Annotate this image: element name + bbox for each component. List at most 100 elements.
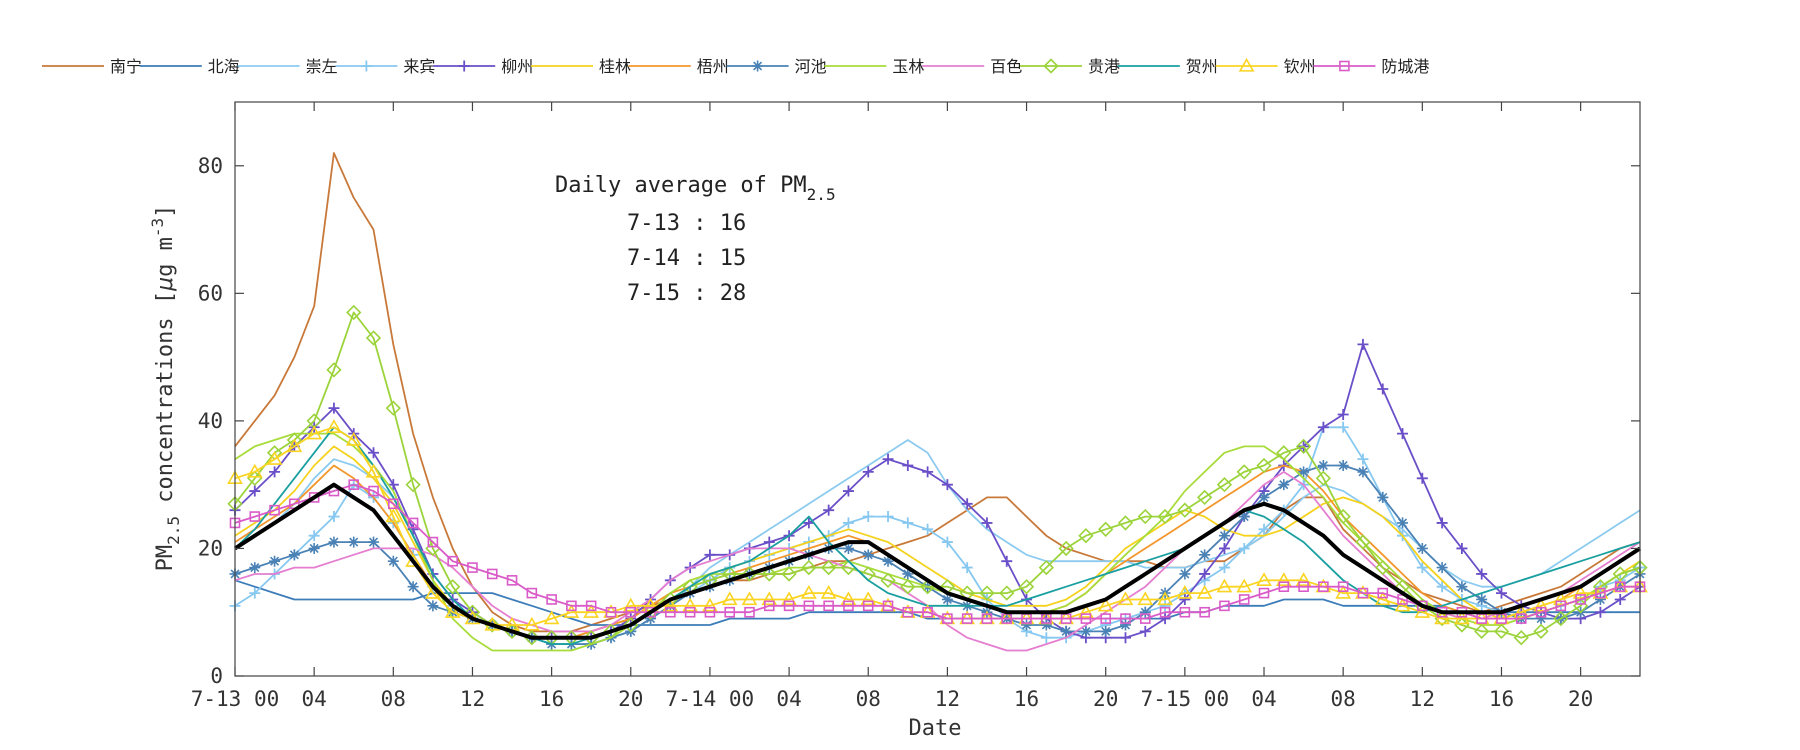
data-point: [605, 606, 617, 618]
data-point: [385, 400, 401, 416]
data-point: [269, 466, 281, 478]
series-崇左: [234, 439, 1641, 645]
series-钦州: [227, 419, 1648, 631]
data-point: [1100, 613, 1112, 624]
data-point: [942, 613, 953, 624]
x-tick-label: 20: [1093, 687, 1118, 711]
data-point: [1575, 594, 1586, 605]
x-tick-label: 20: [618, 687, 643, 711]
data-point: [622, 597, 639, 612]
data-point: [902, 606, 914, 618]
data-point: [902, 460, 914, 472]
data-point: [842, 517, 854, 529]
data-point: [979, 585, 995, 601]
data-point: [445, 579, 461, 595]
data-point: [1337, 409, 1349, 421]
annotation: Daily average of PM2.5 7-13 : 16 7-14 : 1…: [555, 173, 836, 306]
x-tick-label: 12: [1410, 687, 1435, 711]
data-point: [1040, 632, 1052, 644]
data-point: [1337, 421, 1349, 433]
x-tick-label: 08: [1331, 687, 1356, 711]
data-point: [388, 498, 399, 510]
data-point: [427, 600, 439, 612]
data-point: [348, 536, 360, 548]
data-point: [625, 606, 637, 618]
data-point: [368, 447, 380, 459]
data-point: [1236, 578, 1253, 593]
series-line: [234, 439, 1641, 645]
data-point: [800, 584, 817, 599]
data-point: [467, 562, 478, 573]
data-point: [1021, 619, 1033, 631]
data-point: [961, 562, 973, 574]
data-point: [842, 485, 854, 497]
data-point: [1040, 619, 1052, 631]
x-tick-label: 7-15 00: [1141, 687, 1230, 711]
annotation-line: 7-15 : 28: [627, 281, 746, 306]
data-point: [526, 587, 538, 599]
data-point: [862, 600, 874, 612]
legend-marker: [360, 60, 372, 72]
data-point: [387, 555, 399, 567]
data-point: [326, 362, 342, 378]
data-point: [1179, 568, 1191, 580]
data-point: [1258, 491, 1270, 503]
data-point: [1355, 534, 1371, 550]
data-point: [862, 511, 874, 523]
data-point: [365, 330, 382, 346]
data-point: [365, 463, 382, 478]
data-point: [328, 536, 340, 548]
legend-item: 防城港: [1313, 57, 1429, 76]
legend-item: 柳州: [433, 57, 533, 76]
x-tick-label: 08: [856, 687, 881, 711]
data-point: [1318, 581, 1329, 593]
data-point: [1216, 477, 1233, 493]
data-point: [1374, 591, 1391, 606]
data-point: [1315, 470, 1332, 486]
data-point: [724, 606, 736, 618]
series-line: [234, 464, 1641, 639]
x-axis-label: Date: [909, 716, 962, 741]
data-point: [308, 542, 320, 554]
legend-label: 梧州: [697, 57, 729, 76]
data-point: [1416, 542, 1428, 554]
data-point: [1614, 581, 1626, 593]
legend-item: 贵港: [1020, 57, 1120, 76]
data-point: [1456, 581, 1468, 593]
data-point: [761, 591, 778, 606]
data-point: [823, 600, 834, 612]
x-tick-label: 12: [460, 687, 485, 711]
data-point: [842, 542, 854, 554]
data-point: [1199, 606, 1210, 618]
data-point: [1216, 578, 1233, 593]
data-point: [801, 559, 817, 576]
data-point: [1276, 445, 1292, 461]
series-line: [234, 152, 1641, 633]
data-point: [1275, 572, 1292, 587]
data-point: [1238, 594, 1250, 605]
plot-frame: [234, 101, 1641, 677]
data-point: [387, 479, 399, 491]
data-point: [1335, 584, 1352, 599]
data-point: [1436, 517, 1448, 529]
data-point: [1137, 508, 1153, 525]
data-point: [882, 555, 894, 567]
data-point: [385, 508, 402, 523]
data-point: [645, 606, 656, 618]
data-point: [1159, 613, 1171, 625]
data-point: [407, 517, 419, 529]
data-point: [902, 568, 914, 580]
data-point: [1594, 593, 1606, 605]
data-point: [1238, 511, 1250, 523]
legend-label: 南宁: [110, 57, 142, 76]
series-百色: [234, 470, 1641, 652]
data-point: [1117, 515, 1134, 531]
data-point: [1139, 606, 1151, 618]
data-point: [1555, 600, 1567, 612]
data-point: [1337, 460, 1349, 472]
legend-marker: [458, 60, 470, 72]
legend-label: 河池: [795, 57, 827, 76]
data-point: [761, 566, 777, 582]
data-point: [981, 517, 993, 529]
data-point: [1476, 568, 1488, 580]
